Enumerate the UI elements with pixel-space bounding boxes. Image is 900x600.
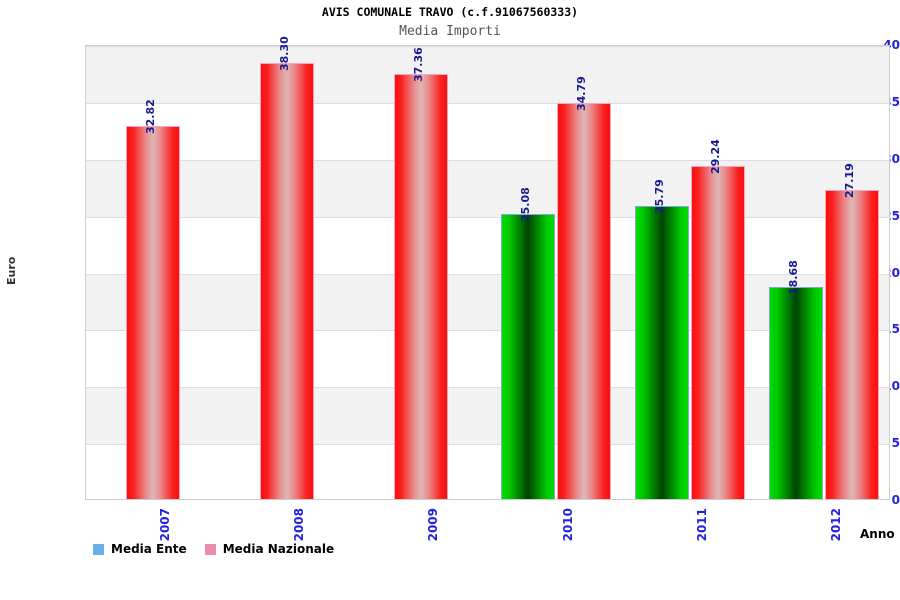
gridline	[86, 159, 889, 161]
plot-band	[86, 273, 889, 331]
y-axis-label: Euro	[5, 256, 18, 285]
bar-media-ente-2012[interactable]	[768, 286, 823, 499]
bar-media-ente-2011[interactable]	[634, 205, 689, 499]
value-label-2010-ente: 25.08	[518, 186, 532, 222]
value-label-2009-nazionale: 37.36	[412, 47, 426, 83]
x-axis-tick-label-2012: 2012	[828, 508, 843, 542]
chart-title: AVIS COMUNALE TRAVO (c.f.91067560333)	[321, 5, 579, 19]
gridline	[86, 330, 889, 332]
bar-media-nazionale-2007[interactable]	[126, 125, 181, 499]
plot-area	[85, 45, 890, 500]
x-axis-tick-label-2008: 2008	[292, 508, 307, 542]
bar-media-nazionale-2011[interactable]	[690, 166, 745, 499]
value-label-2012-nazionale: 27.19	[842, 162, 856, 198]
bar-media-nazionale-2010[interactable]	[556, 103, 611, 499]
bar-media-nazionale-2009[interactable]	[394, 74, 449, 499]
value-label-2012-ente: 18.68	[786, 259, 800, 295]
bar-media-nazionale-2008[interactable]	[260, 63, 315, 499]
x-axis-tick-label-2007: 2007	[158, 508, 173, 542]
legend-item-media-nazionale[interactable]: Media Nazionale	[204, 542, 335, 556]
value-label-2007-nazionale: 32.82	[144, 98, 158, 134]
bar-media-nazionale-2012[interactable]	[824, 189, 879, 499]
x-axis-tick-label-2009: 2009	[426, 508, 441, 542]
gridline	[86, 387, 889, 389]
x-axis-tick-label-2011: 2011	[694, 508, 709, 542]
value-label-2008-nazionale: 38.30	[278, 36, 292, 72]
y-axis-tick-label: 0	[891, 493, 900, 507]
legend-item-media-ente[interactable]: Media Ente	[93, 542, 187, 556]
gridline	[86, 46, 889, 47]
bar-media-ente-2010[interactable]	[500, 213, 555, 499]
plot-band	[86, 387, 889, 445]
legend-label-media-ente: Media Ente	[111, 542, 187, 556]
x-axis-label: Anno	[860, 527, 895, 541]
y-axis-tick-label: 5	[891, 436, 900, 451]
x-axis-tick-label-2010: 2010	[560, 508, 575, 542]
value-label-2011-ente: 25.79	[652, 178, 666, 214]
legend-label-media-nazionale: Media Nazionale	[222, 542, 335, 556]
chart-subtitle: Media Importi	[399, 24, 501, 39]
chart-legend: Media Ente Media Nazionale	[93, 542, 334, 556]
gridline	[86, 444, 889, 446]
value-label-2011-nazionale: 29.24	[708, 139, 722, 175]
legend-swatch-icon-media-ente	[93, 543, 104, 555]
gridline	[86, 273, 889, 275]
gridline	[86, 102, 889, 104]
plot-band	[86, 159, 889, 217]
value-label-2010-nazionale: 34.79	[574, 76, 588, 112]
plot-band	[86, 46, 889, 103]
gridline	[86, 216, 889, 218]
legend-swatch-icon-media-nazionale	[204, 543, 216, 555]
